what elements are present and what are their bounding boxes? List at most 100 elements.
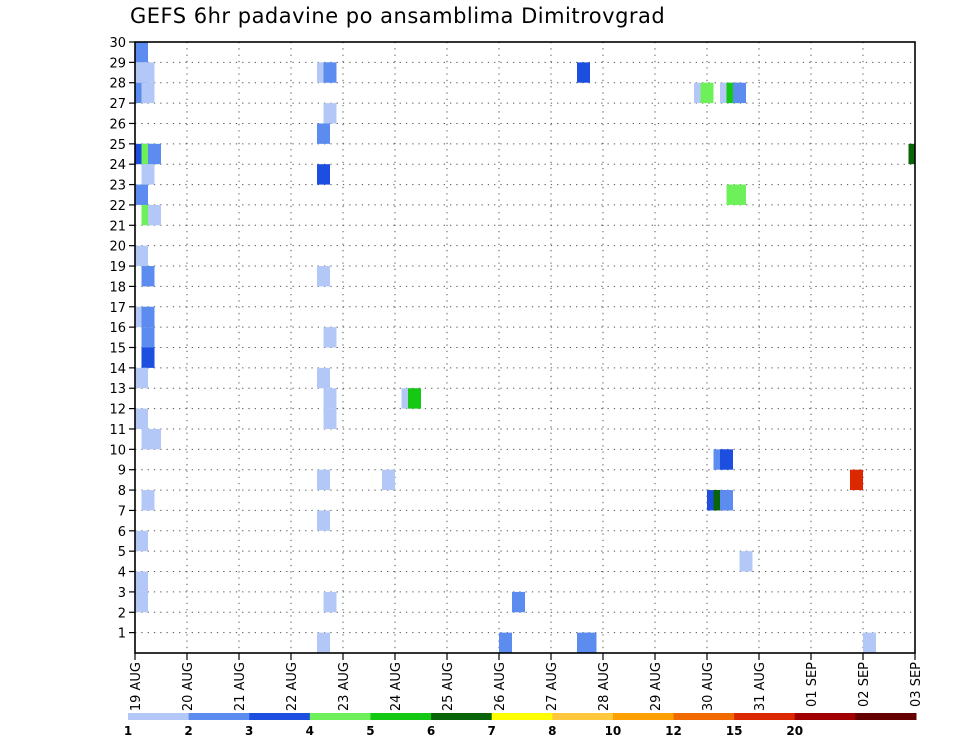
heatmap-cell [317,469,330,491]
colorbar-swatch [673,713,735,720]
heatmap-cell [382,469,395,491]
y-tick-label: 16 [109,321,126,336]
colorbar-swatch [794,713,856,720]
y-tick-label: 28 [109,77,126,92]
x-tick-label: 30 AUG [701,662,716,711]
colorbar-swatch [552,713,614,720]
x-tick-label: 28 AUG [597,662,612,711]
heatmap-cell [323,327,337,348]
y-tick-label: 10 [109,443,126,458]
y-tick-label: 15 [109,342,126,357]
y-tick-label: 27 [109,97,126,112]
heatmap-cell [141,164,155,185]
y-tick-label: 1 [118,627,126,642]
colorbar-swatch [491,713,553,720]
heatmap-cell [317,510,330,531]
heatmap-cell [141,347,155,368]
heatmap-cell [148,428,161,450]
heatmap-cell [317,123,330,144]
x-tick-label: 23 AUG [337,662,352,711]
y-tick-label: 17 [109,301,126,316]
heatmap-cell [135,184,148,205]
heatmap-cell [908,143,915,165]
colorbar-swatch [309,713,371,720]
heatmap-cell [317,266,330,287]
y-tick-label: 13 [109,382,126,397]
x-tick-label: 22 AUG [285,662,300,711]
y-tick-label: 19 [109,260,126,275]
heatmap-cell [317,367,330,389]
x-tick-label: 01 SEP [805,662,820,707]
x-tick-label: 31 AUG [753,662,768,711]
colorbar-label: 2 [184,724,192,738]
heatmap-cell [323,388,337,409]
heatmap-cell [499,632,512,653]
colorbar-label: 4 [306,724,314,738]
colorbar-swatch [249,713,311,720]
heatmap-cell [141,490,155,511]
heatmap-cell [141,327,155,348]
y-tick-label: 9 [118,464,126,479]
heatmap-cell [577,62,590,83]
x-tick-label: 24 AUG [389,662,404,711]
y-tick-label: 5 [118,545,126,560]
x-tick-label: 26 AUG [493,662,508,711]
heatmap-cell [135,530,148,552]
y-tick-label: 23 [109,179,126,194]
y-tick-label: 11 [109,423,126,438]
heatmap-cell [323,408,337,429]
heatmap-cell [141,306,155,328]
colorbar-label: 8 [548,724,556,738]
colorbar-swatch [734,713,796,720]
heatmap-cell [135,367,148,389]
colorbar-label: 12 [665,724,682,738]
heatmap-cell [850,469,863,491]
y-tick-label: 8 [118,484,126,499]
heatmap-cell [135,591,148,613]
x-tick-label: 19 AUG [129,662,144,711]
heatmap-cell [720,449,733,470]
heatmap-cell [739,551,753,572]
y-tick-label: 12 [109,403,126,418]
x-tick-label: 02 SEP [857,662,872,707]
y-tick-label: 22 [109,199,126,214]
colorbar-label: 1 [124,724,132,738]
heatmap-cell [141,62,155,83]
y-tick-label: 25 [109,138,126,153]
colorbar-swatch [128,713,190,720]
heatmap-cell [512,591,525,613]
colorbar-label: 5 [366,724,374,738]
heatmap-cell [317,164,330,185]
heatmap-cell [135,408,148,429]
x-tick-label: 25 AUG [441,662,456,711]
heatmap-cell [583,632,597,653]
x-tick-label: 03 SEP [909,662,924,707]
y-tick-label: 3 [118,586,126,601]
heatmap-cell [323,62,337,83]
heatmap-cell [141,82,155,104]
heatmap-cell [148,143,161,165]
x-tick-label: 29 AUG [649,662,664,711]
colorbar-label: 6 [427,724,435,738]
heatmap-cell [135,571,148,592]
heatmap-cell [720,490,733,511]
colorbar-swatch [370,713,432,720]
heatmap-cell [408,388,421,409]
colorbar-label: 15 [726,724,743,738]
y-tick-label: 29 [109,56,126,71]
y-tick-label: 20 [109,240,126,255]
y-tick-label: 26 [109,117,126,132]
y-tick-label: 14 [109,362,126,377]
y-tick-label: 30 [109,36,126,51]
colorbar-swatch [612,713,675,720]
y-tick-label: 7 [118,504,126,519]
x-tick-label: 21 AUG [233,662,248,711]
colorbar-swatch [855,713,917,720]
y-tick-label: 2 [118,606,126,621]
heatmap-cell [323,103,337,124]
y-tick-label: 4 [118,566,126,581]
heatmap-cell [733,184,746,205]
plot-frame [134,41,916,654]
heatmap-cell [733,82,746,104]
